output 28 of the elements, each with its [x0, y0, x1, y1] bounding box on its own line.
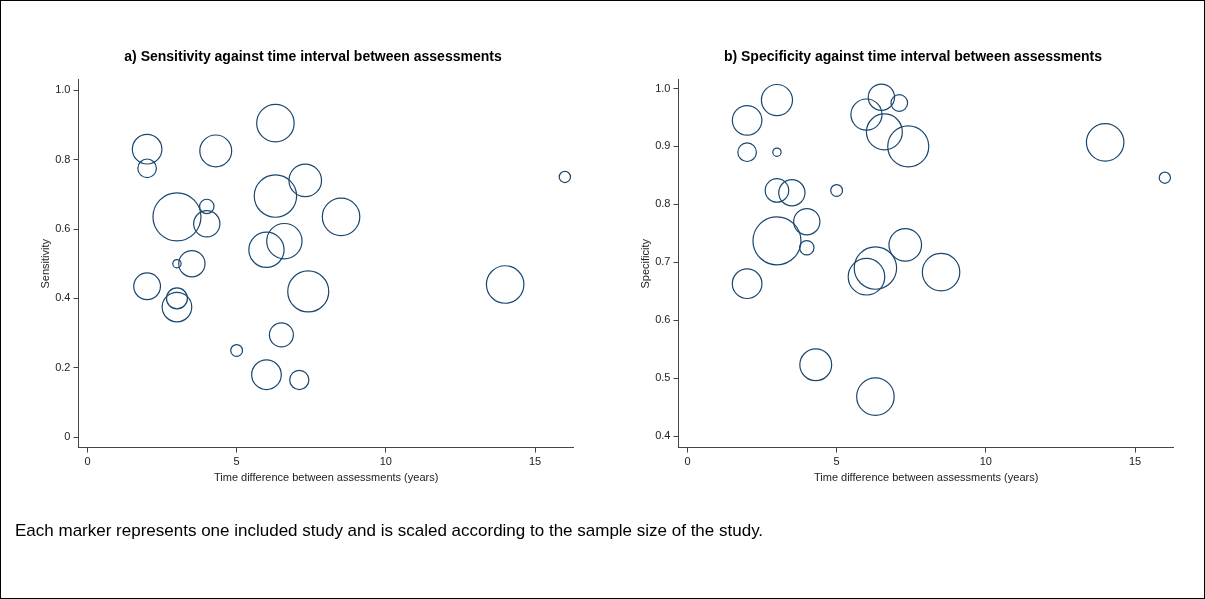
x-tick-label: 5: [833, 455, 840, 468]
x-tick-label: 10: [979, 455, 992, 468]
chart-title: a) Sensitivity against time interval between assessments: [124, 48, 502, 65]
x-tick-label: 10: [379, 455, 392, 468]
text: Each marker represents one included study and is scaled according to the sample size of the study.: [14, 521, 765, 541]
y-tick-label: 0.9: [655, 139, 671, 152]
y-tick-label: 0.4: [655, 429, 671, 442]
x-axis-title: Time difference between assessments (years): [813, 471, 1039, 484]
y-tick-label: 0.4: [55, 291, 71, 304]
y-axis-title: Specificity: [638, 238, 651, 289]
y-tick-label: 0.2: [55, 360, 71, 373]
y-tick-label: 0: [64, 430, 71, 443]
y-tick-label: 0.7: [655, 255, 671, 268]
y-tick-label: 0.6: [55, 222, 71, 235]
x-tick-label: 5: [233, 455, 240, 468]
x-tick-label: 15: [1128, 455, 1142, 468]
y-axis-title: Sensitivity: [38, 238, 51, 289]
x-axis-title: Time difference between assessments (years): [213, 471, 439, 484]
x-tick-label: 0: [684, 455, 691, 468]
y-tick-label: 1.0: [655, 81, 671, 94]
x-tick-label: 0: [84, 455, 91, 468]
y-tick-label: 0.6: [655, 313, 671, 326]
y-tick-label: 0.8: [55, 152, 71, 165]
x-tick-label: 15: [528, 455, 542, 468]
y-tick-label: 0.5: [655, 371, 671, 384]
chart-title: b) Specificity against time interval between assessments: [723, 48, 1103, 65]
y-tick-label: 1.0: [55, 83, 71, 96]
y-tick-label: 0.8: [655, 197, 671, 210]
